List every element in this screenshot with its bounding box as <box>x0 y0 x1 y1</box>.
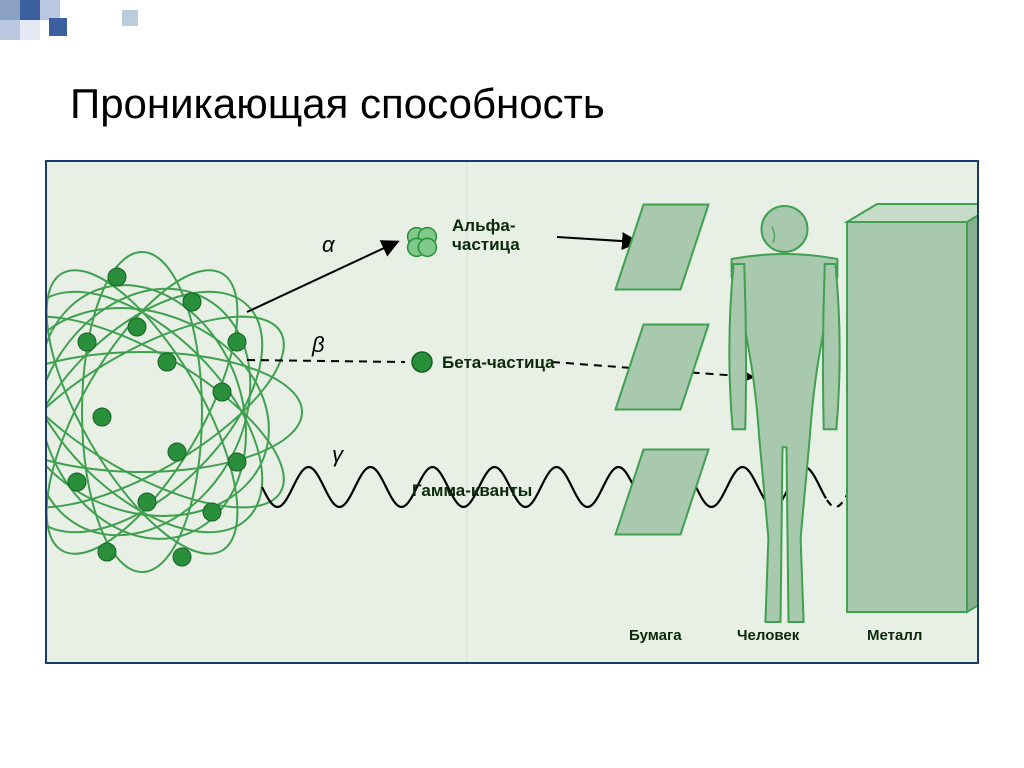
gamma-particle-label: Гамма-кванты <box>412 482 532 501</box>
alpha-label-line2: частица <box>452 235 520 254</box>
decor-square <box>40 0 60 20</box>
decor-square <box>20 20 40 40</box>
page-title: Проникающая способность <box>70 80 605 128</box>
beta-symbol: β <box>312 332 325 358</box>
decor-square <box>20 0 40 20</box>
barrier-label-metal: Металл <box>867 627 922 644</box>
beta-particle-label: Бета-частица <box>442 354 555 373</box>
decor-square <box>122 10 138 26</box>
diagram-frame: α β γ Альфа- частица Бета-частица Гамма-… <box>45 160 979 664</box>
gamma-symbol: γ <box>332 442 343 468</box>
alpha-label-line1: Альфа- <box>452 216 516 235</box>
barrier-label-paper: Бумага <box>629 627 682 644</box>
decor-square <box>49 18 67 36</box>
alpha-symbol: α <box>322 232 335 258</box>
alpha-particle-label: Альфа- частица <box>452 217 520 254</box>
barrier-label-human: Человек <box>737 627 799 644</box>
decor-square <box>0 20 20 40</box>
decor-square <box>0 0 20 20</box>
